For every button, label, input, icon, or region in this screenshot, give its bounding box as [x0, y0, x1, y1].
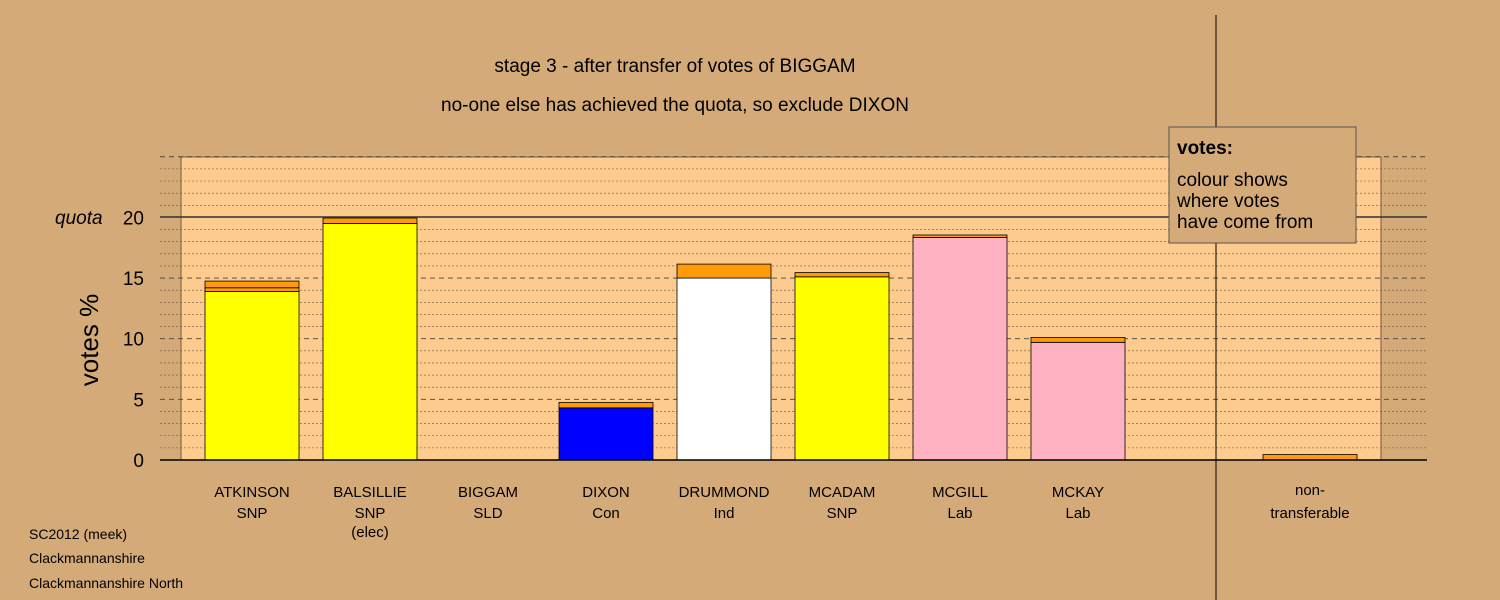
candidate-party: SLD [473, 505, 502, 522]
bar-mckay [1030, 341, 1126, 461]
candidate-party: Con [592, 505, 620, 522]
legend-box [1168, 126, 1357, 244]
candidate-name: BIGGAM [458, 484, 518, 501]
nontransferable-label: non- [1295, 482, 1325, 499]
y-tick-label: 0 [133, 451, 144, 472]
x-labels: ATKINSON SNP BALSILLIE SNP (elec) BIGGAM SLD DI… [214, 482, 1349, 541]
bar-atkinson [204, 290, 300, 461]
chart-title: stage 3 - after transfer of votes of BIG… [494, 56, 855, 77]
legend-line: have come from [1177, 212, 1313, 233]
candidate-party: SNP [355, 505, 386, 522]
transfer-segment [204, 280, 300, 289]
candidate-party: Lab [1065, 505, 1090, 522]
candidate-name: DRUMMOND [679, 484, 770, 501]
bar-nontransferable [1262, 454, 1358, 461]
candidate-name: MCGILL [932, 484, 988, 501]
legend-title: votes: [1177, 138, 1233, 159]
candidate-name: MCADAM [809, 484, 876, 501]
footer-line: SC2012 (meek) [29, 526, 127, 542]
footer-line: Clackmannanshire North [29, 575, 183, 591]
candidate-party: SNP [827, 505, 858, 522]
footer-line: Clackmannanshire [29, 550, 145, 566]
candidate-name: ATKINSON [214, 484, 290, 501]
transfer-segment [322, 217, 418, 224]
legend: votes: colour shows where votes have com… [1168, 126, 1357, 244]
transfer-segment [912, 234, 1008, 238]
candidate-note: (elec) [351, 524, 389, 541]
chart-subtitle: no-one else has achieved the quota, so e… [441, 95, 909, 116]
candidate-party: Ind [714, 505, 735, 522]
y-axis-label: votes % [74, 294, 104, 387]
y-tick-label: 20 [123, 208, 144, 229]
transfer-segment [204, 287, 300, 292]
bar-mcgill [912, 237, 1008, 461]
quota-label: quota [55, 208, 103, 229]
candidate-name: MCKAY [1052, 484, 1104, 501]
candidate-party: SNP [237, 505, 268, 522]
bar-mcadam [794, 276, 890, 461]
transfer-segment [1030, 337, 1126, 343]
y-ticks: 0 5 10 15 20 [123, 208, 144, 472]
transfer-segment [676, 263, 772, 279]
transfer-segment [558, 401, 654, 409]
nontransferable-label: transferable [1270, 505, 1349, 522]
bars [204, 217, 1358, 461]
y-tick-label: 10 [123, 330, 144, 351]
y-tick-label: 15 [123, 269, 144, 290]
bar-balsillie [322, 223, 418, 461]
bar-drummond [676, 277, 772, 461]
transfer-segment [794, 272, 890, 278]
candidate-party: Lab [947, 505, 972, 522]
candidate-name: DIXON [582, 484, 630, 501]
y-tick-label: 5 [133, 390, 144, 411]
legend-line: colour shows [1177, 170, 1288, 191]
candidate-name: BALSILLIE [333, 484, 406, 501]
legend-line: where votes [1176, 191, 1279, 212]
bar-dixon [558, 407, 654, 461]
